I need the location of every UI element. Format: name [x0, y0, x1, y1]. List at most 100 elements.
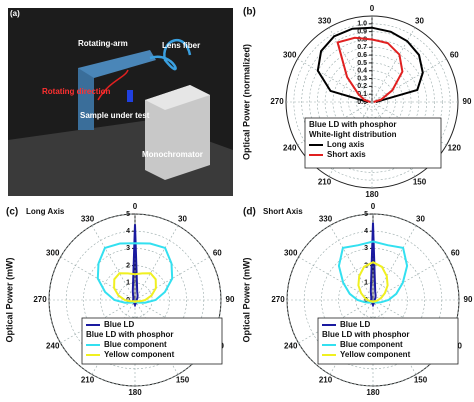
- polar-chart: 0.00.10.20.30.40.50.60.70.80.91.0 0 30 60 90…: [241, 4, 472, 199]
- x-tick-label: 30: [178, 215, 187, 224]
- x-tick-label: 150: [414, 376, 428, 385]
- panel-label: (c): [6, 207, 18, 218]
- x-tick-label: 180: [128, 388, 142, 397]
- y-tick-label: 3: [364, 245, 368, 252]
- x-tick-label: 60: [450, 51, 459, 60]
- fiber: [149, 38, 192, 71]
- y-tick-label: 5: [364, 211, 368, 218]
- y-tick-label: 0.7: [357, 44, 367, 51]
- rotation-arrow: [97, 69, 129, 101]
- x-tick-label: 240: [283, 144, 297, 153]
- legend-subtitle: Blue LD with phosphor: [86, 330, 174, 339]
- series-line: [131, 224, 139, 308]
- series-line: [113, 272, 157, 303]
- x-tick-label: 270: [33, 295, 47, 304]
- sample: [127, 90, 133, 102]
- y-tick-label: 3: [126, 245, 130, 252]
- legend-label: Short axis: [327, 150, 366, 159]
- x-tick-label: 330: [81, 215, 95, 224]
- legend-label: Blue LD: [104, 320, 134, 329]
- grid-ring: [301, 31, 443, 173]
- panel-a: (a) Rotating-arm Lens fiber Rotating dir…: [8, 8, 233, 196]
- x-tick-label: 30: [415, 17, 424, 26]
- x-tick-label: 240: [46, 342, 60, 351]
- x-tick-label: 300: [284, 249, 298, 258]
- legend-label: Long axis: [327, 140, 365, 149]
- legend-box: [304, 117, 442, 169]
- series-line: [316, 26, 424, 103]
- x-tick-label: 210: [319, 376, 333, 385]
- legend-label: Yellow component: [340, 350, 411, 359]
- legend-box: [317, 317, 459, 365]
- annotation: Rotating-arm: [78, 39, 128, 48]
- y-tick-label: 0.5: [357, 60, 367, 67]
- y-tick-label: 0.0: [357, 99, 367, 106]
- monochromator-top: [145, 85, 210, 110]
- panel-label: (a): [10, 9, 20, 18]
- series-line: [357, 261, 389, 303]
- x-tick-label: 90: [226, 295, 235, 304]
- monochromator-box: [145, 85, 210, 180]
- legend-title: Blue LD with phosphor: [309, 120, 397, 129]
- arm-post: [78, 68, 94, 130]
- y-tick-label: 1: [126, 280, 130, 287]
- x-tick-label: 270: [270, 97, 284, 106]
- x-tick-label: 300: [283, 51, 297, 60]
- y-tick-label: 0.9: [357, 28, 367, 35]
- annotation: Lens fiber: [162, 41, 200, 50]
- panel-label: (b): [243, 7, 256, 18]
- legend-box: [81, 317, 223, 365]
- annotation: Sample under test: [80, 111, 150, 120]
- x-tick-label: 0: [370, 4, 375, 13]
- x-tick-label: 60: [213, 249, 222, 258]
- y-tick-label: 0: [364, 297, 368, 304]
- y-tick-label: 2: [126, 262, 130, 269]
- subtitle: Short Axis: [263, 207, 303, 216]
- grid-ring: [293, 23, 451, 181]
- x-tick-label: 270: [271, 295, 285, 304]
- x-tick-label: 120: [448, 144, 462, 153]
- x-tick-label: 240: [284, 342, 298, 351]
- x-tick-label: 180: [365, 190, 379, 199]
- x-tick-label: 300: [46, 249, 60, 258]
- x-tick-label: 150: [413, 178, 427, 187]
- y-tick-label: 0.8: [357, 36, 367, 43]
- grid-ring: [309, 39, 435, 165]
- x-tick-label: 330: [318, 17, 332, 26]
- y-tick-label: 1.0: [357, 21, 367, 28]
- legend-label: Blue LD: [340, 320, 370, 329]
- grid-spoke: [371, 27, 416, 103]
- y-axis-title: Optical Power (mW): [4, 257, 14, 342]
- y-tick-label: 1: [364, 280, 368, 287]
- polar-chart: 0123450306090120150180210240270300330(c)…: [4, 202, 235, 397]
- grid-spoke: [372, 225, 417, 301]
- x-tick-label: 330: [319, 215, 333, 224]
- subtitle: Long Axis: [26, 207, 65, 216]
- x-tick-label: 0: [371, 202, 376, 211]
- arm-beam: [78, 50, 156, 78]
- x-tick-label: 0: [133, 202, 138, 211]
- y-tick-label: 0.3: [357, 75, 367, 82]
- legend-label: Blue component: [340, 340, 403, 349]
- x-tick-label: 180: [366, 388, 380, 397]
- y-tick-label: 4: [126, 228, 130, 235]
- series-line: [369, 222, 377, 308]
- y-tick-label: 0.4: [357, 68, 367, 75]
- annotation: Rotating direction: [42, 87, 111, 96]
- legend-label: Yellow component: [104, 350, 175, 359]
- y-axis-title: Optical Power (normalized): [241, 44, 251, 160]
- y-axis-title: Optical Power (mW): [241, 257, 251, 342]
- legend-subtitle: Blue LD with phosphor: [322, 330, 410, 339]
- x-tick-label: 150: [176, 376, 190, 385]
- series-line: [336, 36, 404, 103]
- legend-title: White-light distribution: [309, 130, 397, 139]
- y-tick-label: 5: [126, 211, 130, 218]
- y-tick-label: 0.1: [357, 91, 367, 98]
- x-tick-label: 90: [463, 97, 472, 106]
- y-tick-label: 4: [364, 228, 368, 235]
- panel-label: (d): [243, 207, 256, 218]
- x-tick-label: 30: [416, 215, 425, 224]
- polar-chart: 0123450306090120150180210240270300330(d)…: [241, 202, 473, 397]
- grid-spoke: [371, 58, 447, 103]
